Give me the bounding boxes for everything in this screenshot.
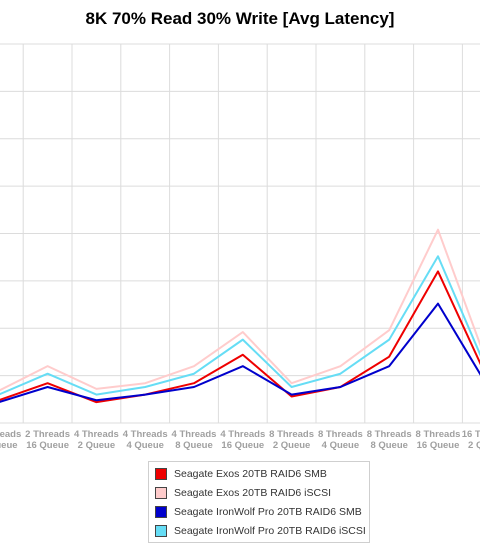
x-tick-label: 2 Queue <box>273 440 311 451</box>
x-tick-label: 2 Threads <box>25 429 70 440</box>
legend-swatch <box>155 525 167 537</box>
chart-title: 8K 70% Read 30% Write [Avg Latency] <box>86 9 395 28</box>
x-tick-label: 8 Threads <box>367 429 412 440</box>
x-tick-label: 4 Queue <box>0 440 18 451</box>
legend-label: Seagate IronWolf Pro 20TB RAID6 iSCSI <box>174 525 366 537</box>
x-tick-label: 16 Queue <box>221 440 264 451</box>
x-tick-label: 8 Threads <box>416 429 461 440</box>
x-tick-label: 2 Queue <box>468 440 480 451</box>
legend-label: Seagate Exos 20TB RAID6 iSCSI <box>174 487 331 499</box>
x-tick-label: 8 Queue <box>370 440 408 451</box>
x-tick-label: 4 Queue <box>126 440 164 451</box>
x-tick-label: 4 Threads <box>123 429 168 440</box>
legend-item[interactable]: Seagate Exos 20TB RAID6 iSCSI <box>155 483 365 502</box>
x-tick-label: 4 Threads <box>74 429 119 440</box>
x-tick-label: 2 Threads <box>0 429 21 440</box>
x-tick-label: 4 Queue <box>322 440 360 451</box>
x-tick-label: 8 Threads <box>269 429 314 440</box>
legend-swatch <box>155 487 167 499</box>
x-tick-label: 16 Queue <box>26 440 69 451</box>
x-tick-label: 16 Queue <box>417 440 460 451</box>
x-tick-label: 8 Threads <box>318 429 363 440</box>
legend: Seagate Exos 20TB RAID6 SMB Seagate Exos … <box>148 461 370 543</box>
x-tick-label: 8 Queue <box>175 440 213 451</box>
legend-item[interactable]: Seagate IronWolf Pro 20TB RAID6 SMB <box>155 502 365 521</box>
x-tick-label: 4 Threads <box>220 429 265 440</box>
legend-item[interactable]: Seagate IronWolf Pro 20TB RAID6 iSCSI <box>155 521 365 540</box>
x-tick-label: 2 Queue <box>78 440 116 451</box>
legend-label: Seagate IronWolf Pro 20TB RAID6 SMB <box>174 506 362 518</box>
x-tick-label: 4 Threads <box>172 429 217 440</box>
legend-swatch <box>155 468 167 480</box>
grid <box>0 44 480 423</box>
legend-item[interactable]: Seagate Exos 20TB RAID6 SMB <box>155 464 365 483</box>
legend-swatch <box>155 506 167 518</box>
x-tick-label: 16 Threads <box>462 429 480 440</box>
legend-label: Seagate Exos 20TB RAID6 SMB <box>174 468 327 480</box>
